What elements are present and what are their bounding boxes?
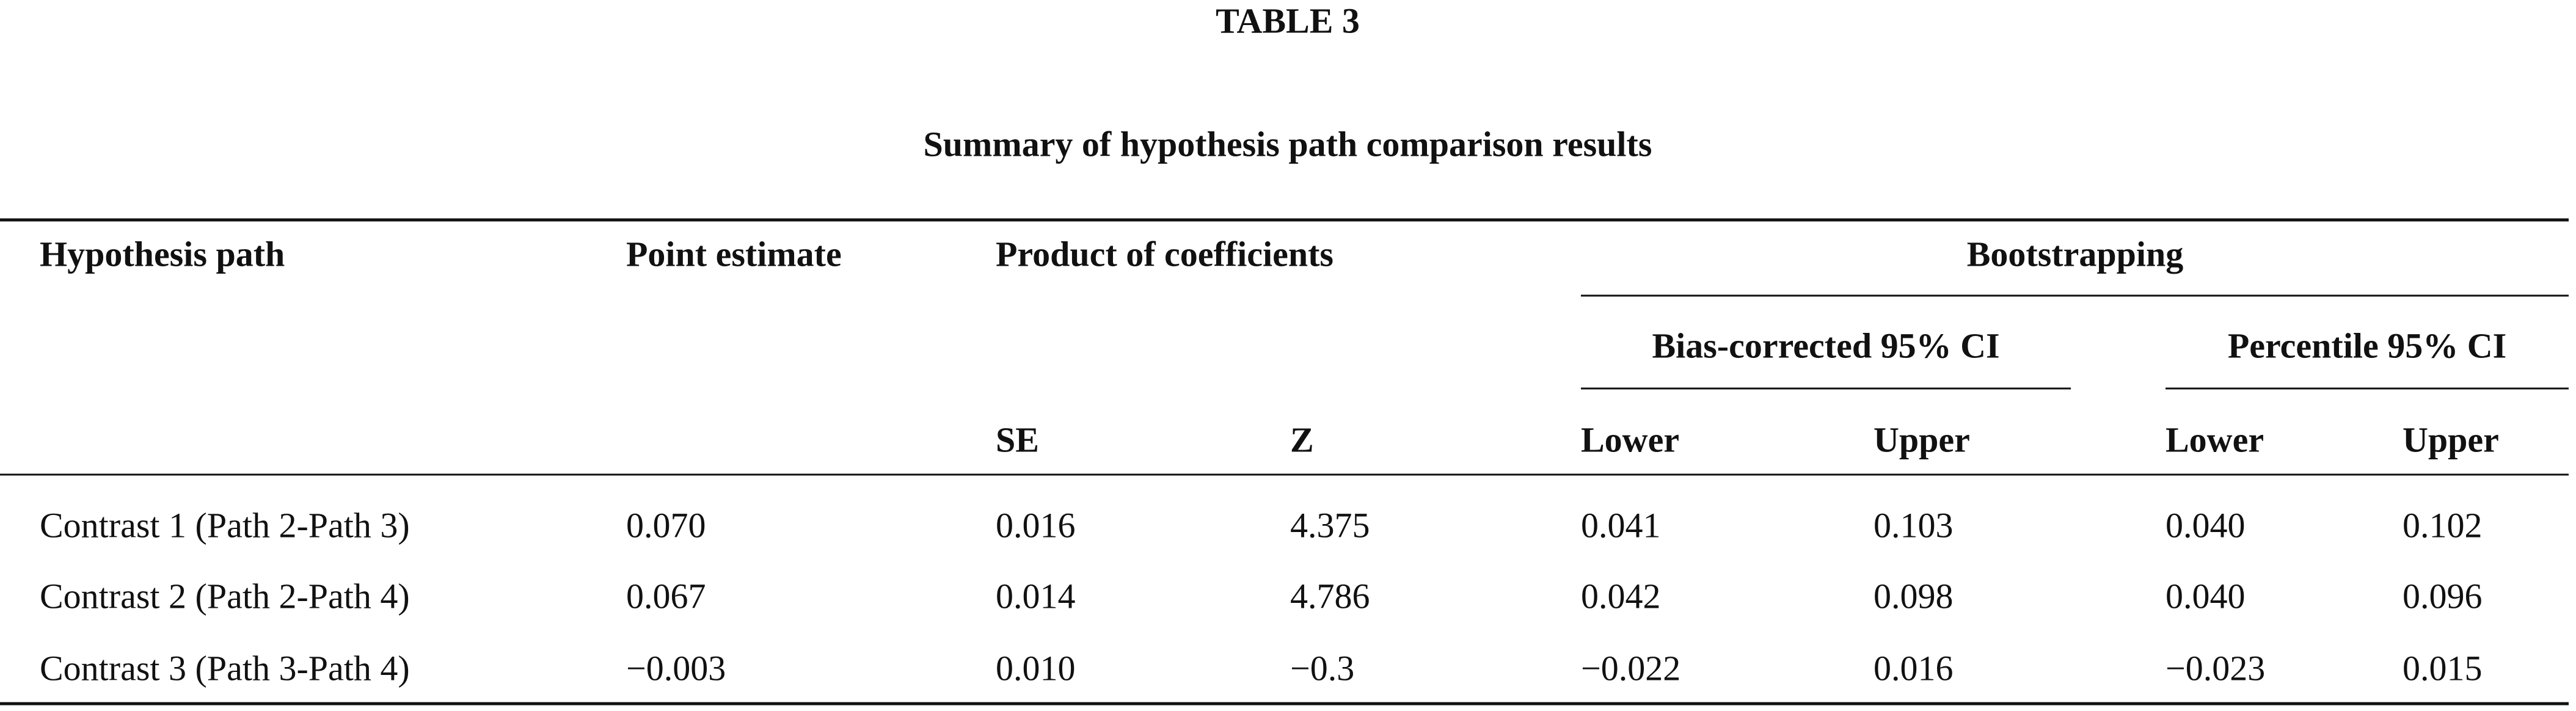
table-cell: 0.070 xyxy=(626,505,706,545)
column-header: Percentile 95% CI xyxy=(2228,326,2506,365)
table-cell: −0.003 xyxy=(626,648,726,688)
column-header: Point estimate xyxy=(626,234,842,274)
table-cell: −0.022 xyxy=(1581,648,1680,688)
column-header: Hypothesis path xyxy=(40,234,285,274)
table-cell: −0.3 xyxy=(1290,648,1354,688)
column-header: Lower xyxy=(2166,420,2264,459)
table-cell: Contrast 3 (Path 3-Path 4) xyxy=(40,648,410,688)
table-cell: 0.096 xyxy=(2403,576,2483,616)
table-cell: 0.103 xyxy=(1874,505,1954,545)
table-cell: 0.015 xyxy=(2403,648,2483,688)
table-cell: Contrast 2 (Path 2-Path 4) xyxy=(40,576,410,616)
table-cell: 0.016 xyxy=(1874,648,1954,688)
column-header: Upper xyxy=(2403,420,2499,459)
column-header: Upper xyxy=(1874,420,1970,459)
column-header: Bootstrapping xyxy=(1967,234,2184,274)
table-label: TABLE 3 xyxy=(1216,1,1360,40)
table-cell: 0.042 xyxy=(1581,576,1661,616)
table-cell: Contrast 1 (Path 2-Path 3) xyxy=(40,505,410,545)
table-cell: 0.040 xyxy=(2166,576,2246,616)
table-cell: −0.023 xyxy=(2166,648,2265,688)
table-cell: 0.102 xyxy=(2403,505,2483,545)
table-cell: 0.014 xyxy=(996,576,1076,616)
column-header: Product of coefficients xyxy=(996,234,1334,274)
table-cell: 4.375 xyxy=(1290,505,1370,545)
table-cell: 0.016 xyxy=(996,505,1076,545)
table-caption: Summary of hypothesis path comparison re… xyxy=(924,124,1652,164)
table-cell: 0.040 xyxy=(2166,505,2246,545)
column-header: SE xyxy=(996,420,1039,459)
table-cell: 0.010 xyxy=(996,648,1076,688)
table-cell: 0.067 xyxy=(626,576,706,616)
column-header: Bias-corrected 95% CI xyxy=(1652,326,1999,365)
table-cell: 0.098 xyxy=(1874,576,1954,616)
column-header: Z xyxy=(1290,420,1314,459)
table-cell: 0.041 xyxy=(1581,505,1661,545)
table-cell: 4.786 xyxy=(1290,576,1370,616)
column-header: Lower xyxy=(1581,420,1679,459)
